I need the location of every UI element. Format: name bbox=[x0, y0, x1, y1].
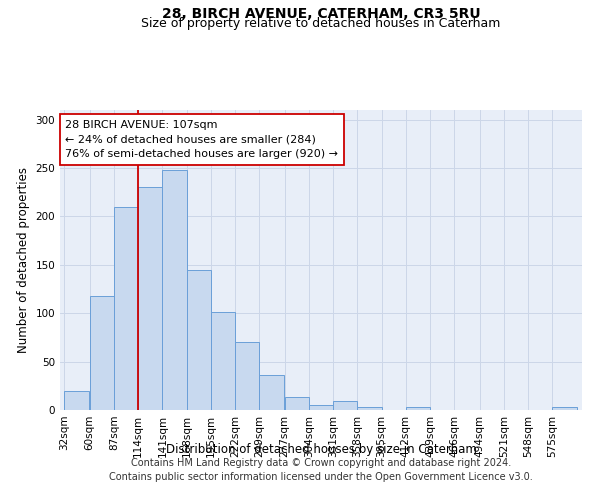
Bar bbox=[284, 398, 309, 410]
Bar bbox=[358, 407, 382, 410]
Text: 28, BIRCH AVENUE, CATERHAM, CR3 5RU: 28, BIRCH AVENUE, CATERHAM, CR3 5RU bbox=[161, 8, 481, 22]
Bar bbox=[64, 390, 89, 410]
Bar bbox=[259, 375, 284, 410]
Text: Size of property relative to detached houses in Caterham: Size of property relative to detached ho… bbox=[142, 18, 500, 30]
Bar bbox=[235, 342, 259, 410]
Bar bbox=[163, 170, 187, 410]
Bar bbox=[333, 402, 358, 410]
Text: Contains HM Land Registry data © Crown copyright and database right 2024.
Contai: Contains HM Land Registry data © Crown c… bbox=[109, 458, 533, 482]
Bar bbox=[309, 405, 333, 410]
Text: 28 BIRCH AVENUE: 107sqm
← 24% of detached houses are smaller (284)
76% of semi-d: 28 BIRCH AVENUE: 107sqm ← 24% of detache… bbox=[65, 120, 338, 160]
Bar bbox=[89, 296, 114, 410]
Bar bbox=[187, 270, 211, 410]
Text: Distribution of detached houses by size in Caterham: Distribution of detached houses by size … bbox=[166, 442, 476, 456]
Bar bbox=[114, 207, 138, 410]
Bar bbox=[138, 188, 163, 410]
Bar bbox=[553, 407, 577, 410]
Bar bbox=[211, 312, 235, 410]
Y-axis label: Number of detached properties: Number of detached properties bbox=[17, 167, 30, 353]
Bar bbox=[406, 407, 430, 410]
